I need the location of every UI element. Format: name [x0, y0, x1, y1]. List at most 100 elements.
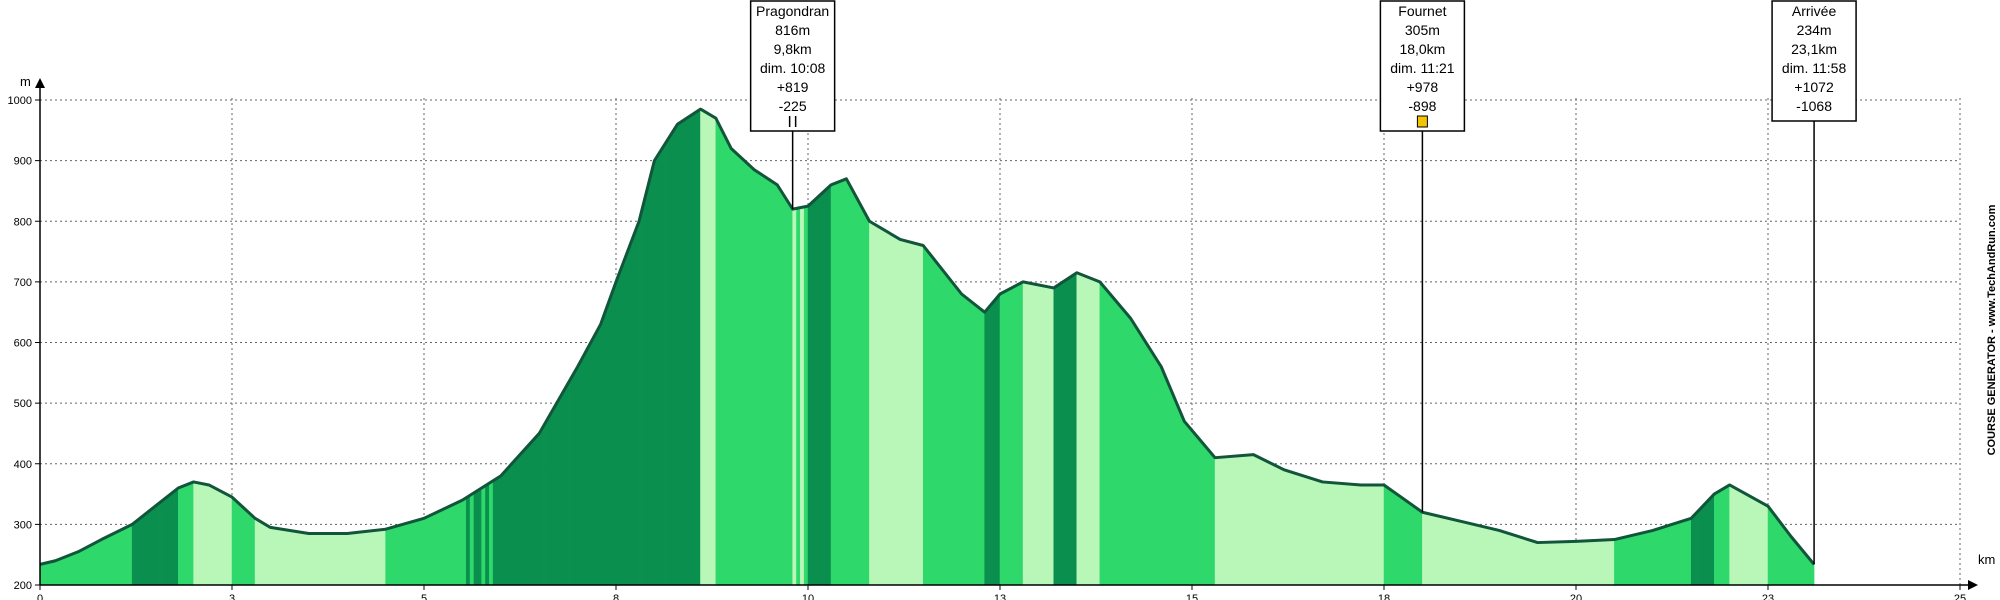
elevation-stripe [1656, 527, 1661, 586]
elevation-stripe [569, 372, 575, 586]
elevation-stripe [101, 537, 106, 586]
elevation-stripe [1276, 465, 1281, 586]
elevation-stripe [1491, 528, 1496, 586]
elevation-stripe [162, 496, 167, 586]
elevation-stripe [320, 533, 325, 586]
elevation-stripe [869, 220, 874, 586]
elevation-stripe [930, 254, 935, 586]
elevation-stripe [1529, 539, 1535, 586]
elevation-stripe [266, 524, 271, 586]
elevation-stripe [373, 529, 379, 586]
elevation-stripe [746, 162, 751, 586]
elevation-stripe [1568, 541, 1573, 586]
elevation-stripe [750, 165, 755, 586]
elevation-stripe [1518, 536, 1523, 586]
elevation-stripe [1449, 518, 1454, 586]
elevation-stripe [646, 175, 651, 586]
elevation-stripe [1030, 283, 1035, 586]
elevation-stripe [1717, 489, 1723, 586]
elevation-stripe [1287, 470, 1293, 586]
elevation-stripe [1103, 285, 1108, 586]
elevation-stripe [1038, 284, 1043, 586]
elevation-stripe [189, 481, 194, 586]
elevation-stripe [1249, 454, 1254, 586]
elevation-stripe [97, 539, 102, 586]
elevation-stripe [577, 359, 582, 586]
elevation-stripe [462, 497, 467, 586]
elevation-stripe [1326, 481, 1331, 586]
elevation-stripe [1760, 501, 1765, 586]
food-icon [788, 116, 797, 127]
y-tick-label: 400 [14, 459, 32, 471]
elevation-stripe [1729, 484, 1734, 586]
elevation-stripe [1602, 539, 1607, 586]
elevation-stripe [1191, 429, 1197, 586]
elevation-stripe [1283, 469, 1289, 586]
elevation-stripe [1264, 459, 1270, 586]
elevation-stripe [753, 169, 759, 586]
elevation-stripe [535, 432, 540, 586]
elevation-stripe [995, 293, 1001, 586]
elevation-stripe [323, 533, 329, 586]
y-tick-label: 800 [14, 216, 32, 228]
elevation-stripe [297, 531, 302, 586]
elevation-stripe [281, 528, 287, 586]
elevation-stripe [105, 535, 110, 586]
elevation-stripe [393, 525, 398, 586]
elevation-stripe [550, 405, 555, 586]
elevation-stripe [815, 194, 820, 586]
elevation-stripe [1387, 487, 1392, 586]
elevation-stripe [1130, 317, 1135, 586]
elevation-stripe [1698, 505, 1703, 586]
elevation-stripe [1399, 495, 1404, 586]
elevation-stripe [58, 557, 64, 586]
elevation-line [39, 107, 1816, 566]
elevation-stripe [1556, 541, 1561, 586]
waypoint-line: Arrivée [1792, 3, 1837, 19]
elevation-stripe [623, 251, 628, 586]
waypoint-box [1771, 0, 1857, 122]
elevation-stripe [1629, 534, 1634, 586]
elevation-stripe [1161, 366, 1166, 586]
elevation-stripe [661, 141, 667, 586]
elevation-stripe [876, 225, 882, 586]
elevation-stripe [976, 305, 982, 586]
x-tick-label: 10 [802, 593, 814, 600]
elevation-stripe [1652, 528, 1657, 586]
elevation-stripe [1368, 484, 1373, 586]
elevation-stripe [1195, 434, 1200, 586]
elevation-stripe [1065, 277, 1070, 586]
elevation-stripe [738, 155, 743, 586]
elevation-stripe [1360, 484, 1366, 586]
elevation-stripe [331, 533, 336, 586]
elevation-stripe [638, 206, 644, 586]
waypoint-line: dim. 11:21 [1390, 60, 1455, 76]
elevation-stripe [627, 241, 632, 586]
elevation-stripe [1114, 299, 1120, 586]
elevation-stripe [1418, 509, 1423, 586]
y-tick-label: 700 [14, 277, 32, 289]
elevation-stripe [642, 190, 647, 586]
elevation-stripe [1329, 482, 1335, 586]
elevation-stripe [611, 281, 617, 586]
elevation-stripe [1207, 447, 1212, 586]
elevation-stripe [366, 530, 371, 586]
x-axis-unit: km [1978, 552, 1995, 567]
elevation-stripe [78, 549, 83, 586]
waypoint-line: 305m [1405, 22, 1440, 38]
elevation-stripe [354, 531, 359, 586]
elevation-stripe [919, 244, 924, 586]
elevation-stripe [777, 184, 782, 586]
elevation-stripe [1199, 438, 1204, 586]
elevation-stripe [865, 214, 870, 586]
elevation-stripe [1771, 510, 1776, 586]
elevation-stripe [231, 496, 237, 586]
elevation-stripe [915, 243, 920, 586]
elevation-stripe [147, 508, 152, 586]
elevation-stripe [692, 111, 697, 586]
axes: m km [20, 74, 1995, 590]
waypoint-box [749, 0, 836, 132]
elevation-stripe [262, 522, 267, 586]
waypoint-box [1379, 0, 1466, 132]
elevation-stripe [239, 503, 244, 586]
